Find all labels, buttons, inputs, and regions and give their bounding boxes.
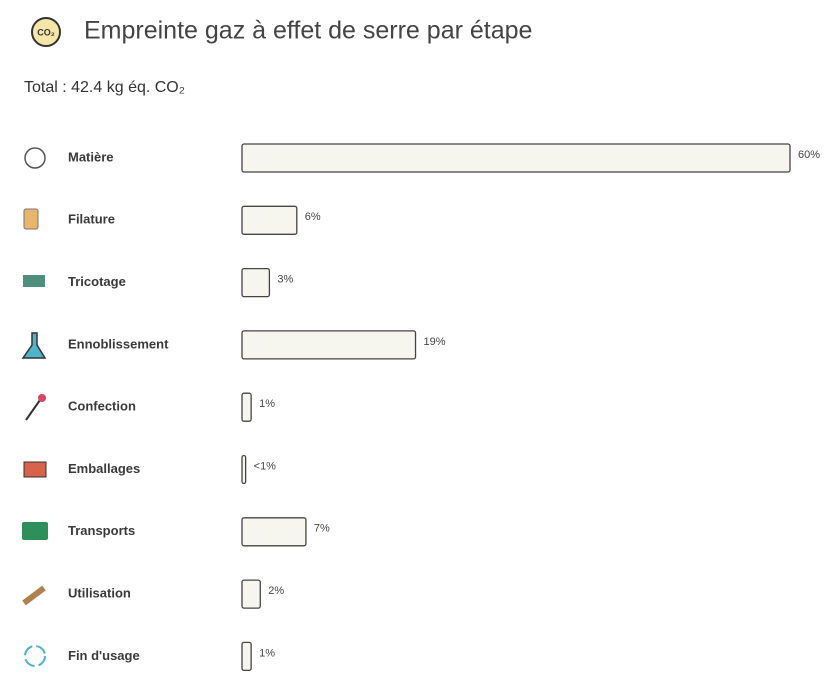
bar <box>241 641 252 672</box>
category-label: Transports <box>68 523 135 538</box>
value-label: 7% <box>314 523 330 535</box>
category-label: Utilisation <box>68 586 131 601</box>
bar <box>241 267 271 298</box>
subtitle: Total : 42.4 kg éq. CO₂ <box>24 79 185 96</box>
category-label: Matière <box>68 149 114 164</box>
svg-text:CO₂: CO₂ <box>37 27 55 37</box>
chart-title: Empreinte gaz à effet de serre par étape <box>84 17 532 45</box>
value-label: 1% <box>259 398 275 410</box>
bar <box>241 454 247 485</box>
bar <box>241 143 791 173</box>
bar <box>241 517 307 547</box>
value-label: <1% <box>254 460 277 472</box>
category-label: Filature <box>68 212 115 227</box>
category-label: Confection <box>68 399 136 414</box>
value-label: 1% <box>259 647 275 659</box>
title-icon: CO₂ <box>31 17 61 47</box>
value-label: 60% <box>798 149 820 161</box>
category-label: Fin d'usage <box>68 648 140 663</box>
bar <box>241 392 252 422</box>
value-label: 3% <box>277 274 293 286</box>
bar <box>241 579 261 609</box>
category-label: Ennoblissement <box>68 336 169 351</box>
bar <box>241 330 417 360</box>
category-label: Emballages <box>68 461 140 476</box>
value-label: 19% <box>424 336 446 348</box>
value-label: 6% <box>305 211 321 223</box>
row-icons <box>21 147 48 667</box>
bar <box>241 205 298 235</box>
category-label: Tricotage <box>68 274 126 289</box>
value-label: 2% <box>268 585 284 597</box>
